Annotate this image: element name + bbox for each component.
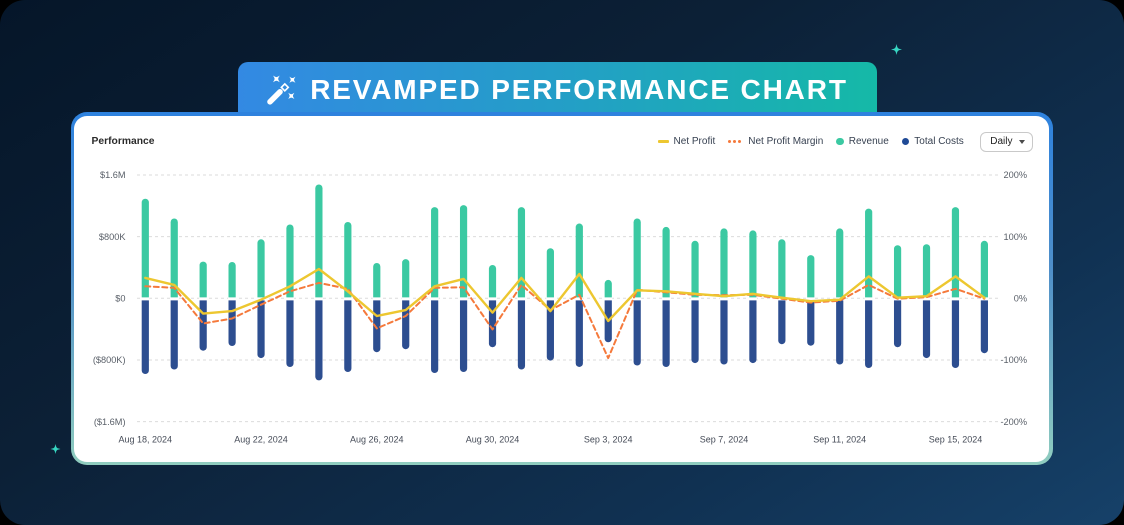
- svg-text:Sep 7, 2024: Sep 7, 2024: [700, 435, 749, 445]
- svg-text:($800K): ($800K): [93, 355, 126, 365]
- svg-text:Aug 22, 2024: Aug 22, 2024: [234, 435, 288, 445]
- svg-text:($1.6M): ($1.6M): [94, 417, 126, 427]
- svg-text:Aug 26, 2024: Aug 26, 2024: [350, 435, 404, 445]
- svg-text:-100%: -100%: [1000, 355, 1027, 365]
- svg-text:200%: 200%: [1004, 170, 1028, 180]
- svg-text:100%: 100%: [1004, 232, 1028, 242]
- svg-text:Aug 30, 2024: Aug 30, 2024: [466, 435, 520, 445]
- svg-text:-200%: -200%: [1000, 417, 1027, 427]
- svg-text:$800K: $800K: [99, 232, 126, 242]
- svg-text:Aug 18, 2024: Aug 18, 2024: [119, 435, 173, 445]
- svg-text:$1.6M: $1.6M: [100, 170, 126, 180]
- svg-text:$0: $0: [115, 294, 125, 304]
- svg-text:Sep 3, 2024: Sep 3, 2024: [584, 435, 633, 445]
- svg-text:Sep 11, 2024: Sep 11, 2024: [813, 435, 866, 445]
- svg-text:Sep 15, 2024: Sep 15, 2024: [929, 435, 983, 445]
- svg-text:0%: 0%: [1014, 294, 1027, 304]
